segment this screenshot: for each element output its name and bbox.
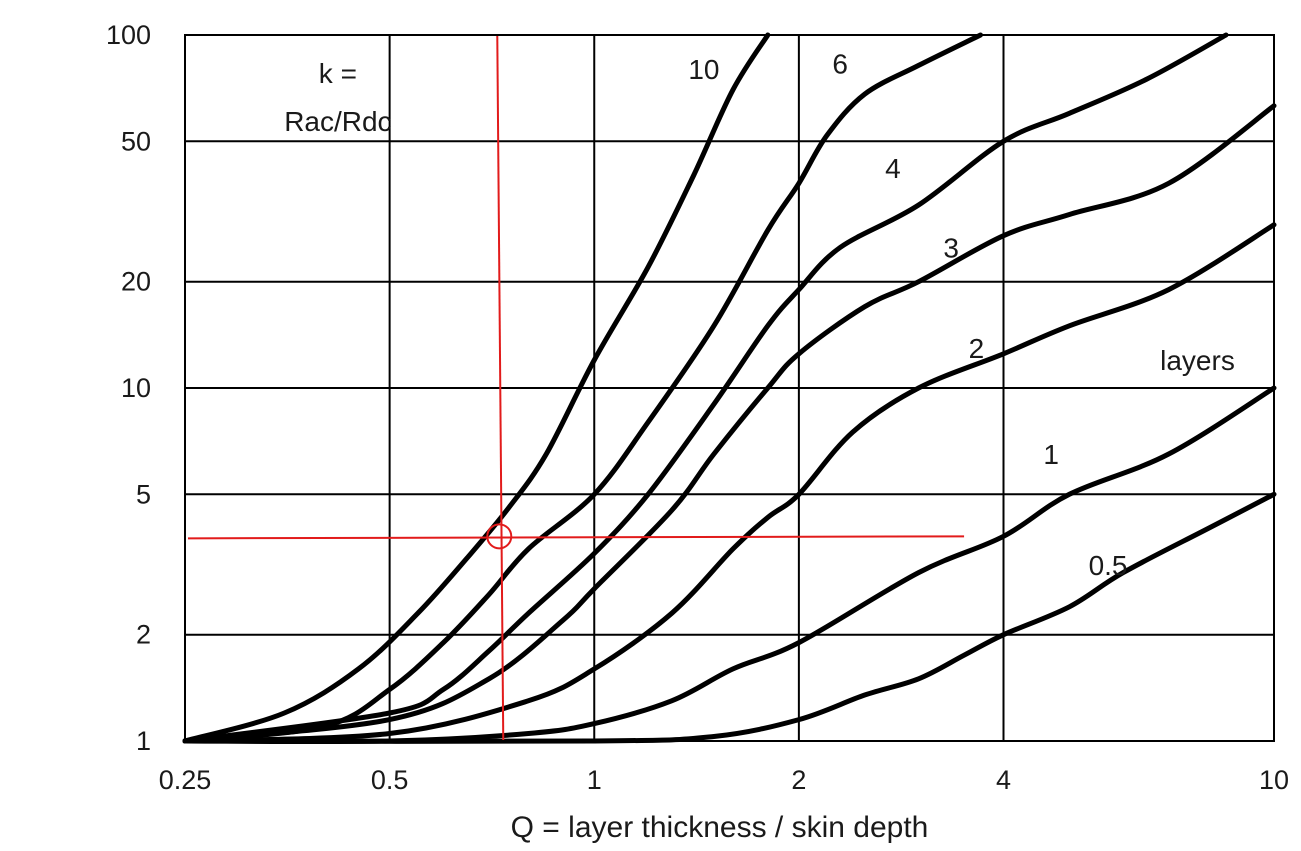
y-tick-label: 1 (136, 726, 151, 756)
curve-label-3: 3 (943, 233, 959, 264)
curve-label-0-5: 0.5 (1089, 550, 1128, 581)
curve-3-layers (182, 103, 1277, 744)
y-tick-label: 20 (121, 267, 151, 297)
x-tick-label: 0.25 (159, 765, 212, 795)
curve-4-layers (182, 32, 1229, 744)
y-tick-label: 50 (121, 126, 151, 156)
marker-horizontal-line (187, 535, 965, 540)
y-tick-label: 100 (106, 20, 151, 50)
plot-frame (184, 34, 1275, 742)
curve-labels: 10 6 4 3 2 1 0.5 (688, 49, 1127, 582)
y-tick-label: 2 (136, 620, 151, 650)
marker-circle (486, 523, 513, 550)
curves (182, 32, 1277, 745)
curve-label-4: 4 (885, 153, 901, 184)
annotation-layers: layers (1160, 345, 1235, 376)
annotation-k: k = (319, 58, 357, 89)
curve-label-6: 6 (832, 49, 848, 80)
curve-1-layers (182, 385, 1277, 745)
curve-10-layers (182, 32, 771, 744)
curve-2-layers (182, 222, 1277, 744)
x-axis-label: Q = layer thickness / skin depth (511, 811, 929, 844)
x-tick-label: 4 (996, 765, 1011, 795)
annotation-ratio: Rac/Rdc (284, 106, 391, 137)
x-tick-label: 0.5 (371, 765, 409, 795)
x-tick-label: 10 (1259, 765, 1289, 795)
y-tick-label: 5 (136, 479, 151, 509)
y-tick-labels: 1 2 5 10 20 50 100 (106, 20, 151, 756)
curve-label-1: 1 (1043, 439, 1059, 470)
x-tick-label: 2 (791, 765, 806, 795)
curve-label-2: 2 (969, 333, 985, 364)
annotations: k = Rac/Rdc layers (284, 58, 1235, 376)
marker (187, 34, 965, 742)
x-tick-label: 1 (587, 765, 602, 795)
y-tick-label: 10 (121, 373, 151, 403)
curve-label-10: 10 (688, 54, 719, 85)
grid-horizontal (185, 34, 1274, 742)
curve-6-layers (182, 32, 983, 744)
marker-vertical-line (496, 34, 505, 742)
x-tick-labels: 0.25 0.5 1 2 4 10 (159, 765, 1289, 795)
